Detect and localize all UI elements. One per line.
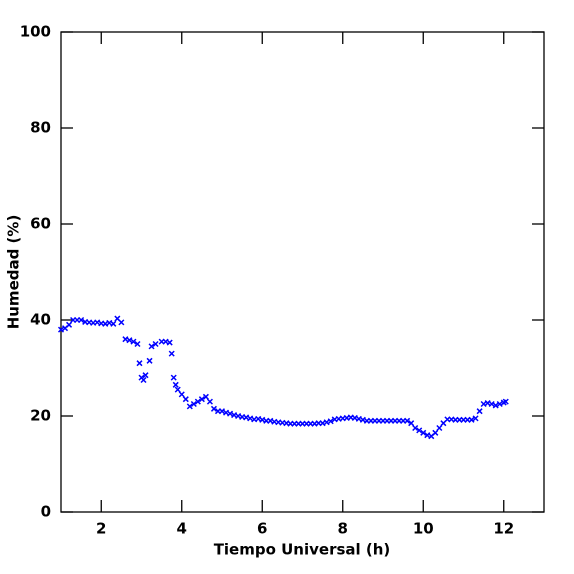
data-point [194, 398, 201, 405]
data-point [404, 417, 411, 424]
data-point [148, 343, 155, 350]
data-point [126, 337, 133, 344]
data-point [198, 396, 205, 403]
x-tick-label: 8 [338, 520, 348, 538]
data-point [110, 320, 117, 327]
data-point [436, 424, 443, 432]
data-point [408, 420, 415, 427]
data-point [502, 398, 509, 405]
data-point [152, 340, 159, 348]
data-point [468, 416, 475, 423]
data-point [472, 415, 479, 422]
data-point [218, 408, 226, 415]
x-tick-label: 10 [413, 520, 434, 538]
data-point [66, 321, 73, 328]
data-point [170, 374, 177, 381]
data-point [432, 429, 439, 436]
data-point [476, 408, 483, 415]
data-point [412, 424, 419, 432]
x-tick-label: 2 [96, 520, 106, 538]
data-point [182, 396, 189, 403]
plot-frame [60, 31, 545, 513]
data-point [168, 350, 175, 357]
data-point [172, 381, 179, 388]
data-point [140, 376, 147, 384]
data-point [142, 372, 149, 379]
data-point [57, 326, 65, 333]
data-point [78, 316, 85, 324]
data-point [136, 360, 143, 367]
y-tick-label: 80 [30, 119, 51, 137]
y-tick-label: 60 [30, 215, 51, 233]
data-point [496, 400, 503, 408]
data-point [210, 405, 217, 412]
data-point [134, 340, 141, 348]
y-tick-label: 0 [41, 503, 51, 521]
data-point [420, 429, 427, 436]
y-axis-label: Humedad (%) [5, 215, 23, 330]
data-point [416, 427, 423, 434]
data-point [206, 398, 213, 405]
y-tick-label: 100 [20, 23, 51, 41]
data-point [146, 357, 153, 364]
data-point [492, 402, 499, 409]
data-point [166, 339, 173, 346]
data-point [186, 403, 193, 410]
data-point [178, 391, 185, 398]
data-point [327, 418, 334, 425]
data-point [174, 386, 181, 393]
x-tick-label: 6 [257, 520, 267, 538]
x-tick-label: 12 [493, 520, 514, 538]
data-point [227, 410, 234, 417]
data-point [488, 400, 495, 408]
x-axis-label: Tiempo Universal (h) [214, 541, 391, 559]
data-point [202, 393, 209, 400]
y-tick-label: 40 [30, 311, 51, 329]
x-tick-label: 4 [177, 520, 187, 538]
y-tick-label: 20 [30, 407, 51, 425]
data-point [130, 338, 137, 345]
data-point [190, 400, 197, 408]
data-point [118, 319, 125, 326]
